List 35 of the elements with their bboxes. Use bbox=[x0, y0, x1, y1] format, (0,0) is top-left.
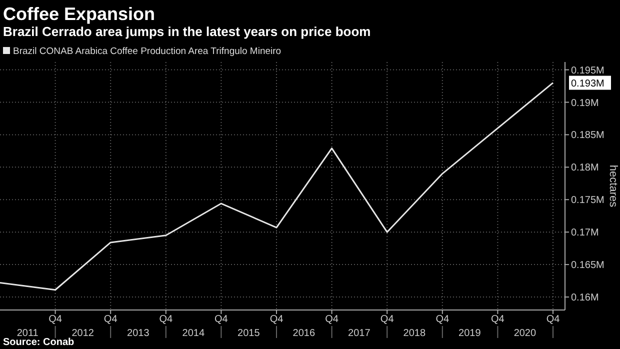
y-tick-label: 0.175M bbox=[571, 195, 604, 206]
y-tick-label: 0.18M bbox=[571, 162, 599, 174]
x2-tick-label: 2016 bbox=[292, 328, 316, 339]
legend-label: Brazil CONAB Arabica Coffee Production Area Trifngulo Mineiro bbox=[13, 46, 282, 57]
x-tick-label: Q4 bbox=[380, 314, 394, 325]
x2-tick-label: 2013 bbox=[127, 328, 150, 339]
x2-tick-label: 2012 bbox=[72, 328, 94, 339]
x-tick-label: Q4 bbox=[491, 314, 505, 325]
x2-tick-label: 2020 bbox=[514, 328, 536, 339]
x-tick-label: Q4 bbox=[436, 314, 450, 325]
source-note: Source: Conab bbox=[3, 337, 74, 348]
y-tick-label: 0.165M bbox=[571, 260, 604, 272]
y-tick-label: 0.17M bbox=[571, 228, 599, 239]
x-tick-label: Q4 bbox=[48, 314, 62, 325]
x-tick-label: Q4 bbox=[214, 314, 228, 325]
y-tick-label: 0.19M bbox=[571, 98, 599, 109]
x2-tick-label: 2017 bbox=[348, 328, 371, 339]
chart-title: Coffee Expansion bbox=[3, 4, 156, 24]
x-tick-label: Q4 bbox=[546, 314, 560, 325]
x-tick-label: Q4 bbox=[159, 314, 174, 325]
x2-tick-label: 2018 bbox=[403, 328, 426, 339]
chart-subtitle: Brazil Cerrado area jumps in the latest years on price boom bbox=[3, 24, 371, 39]
y-tick-label: 0.185M bbox=[571, 130, 604, 142]
x-tick-label: Q4 bbox=[325, 314, 339, 325]
x2-tick-label: 2019 bbox=[458, 328, 482, 339]
x2-tick-label: 2011 bbox=[16, 328, 39, 339]
y-tick-label: 0.16M bbox=[571, 292, 599, 304]
y-tick-label: 0.195M bbox=[571, 65, 604, 76]
x2-tick-label: 2015 bbox=[238, 328, 260, 339]
x-tick-label: Q4 bbox=[270, 314, 284, 325]
x2-tick-label: 2014 bbox=[182, 328, 205, 339]
y-axis-title: hectares bbox=[607, 164, 619, 208]
x-tick-label: Q4 bbox=[104, 314, 118, 325]
text: 0.193M bbox=[571, 78, 604, 90]
line-series bbox=[0, 82, 554, 291]
